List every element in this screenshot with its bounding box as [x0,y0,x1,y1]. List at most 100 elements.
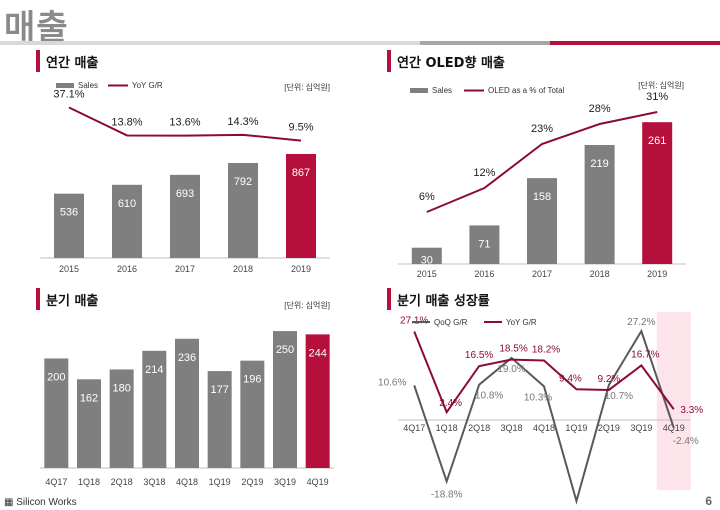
chart3-series-0-label-0: 10.6% [378,377,406,388]
chart2-category-0: 4Q17 [45,477,67,487]
chart2-bar-2 [109,369,134,468]
chart0-category-4: 2019 [291,264,311,274]
chart2-bar-label-0: 200 [47,371,65,383]
chart2-category-1: 1Q18 [78,477,100,487]
chart0-bar-label-2: 693 [176,188,194,200]
chart3-series-1-label-5: 9.4% [559,373,582,384]
chart3-category-8: 4Q19 [663,423,685,433]
chart3-category-2: 2Q18 [468,423,490,433]
chart2-bar-0 [44,358,69,468]
chart1-legend-line-label: OLED as a % of Total [488,86,565,95]
chart1-line-label-2: 23% [531,123,553,135]
chart1-line-label-4: 31% [646,91,668,103]
chart1-line-label-0: 6% [419,191,435,203]
chart3-series-1-label-7: 16.7% [631,349,659,360]
chart3-series-0-label-7: 27.2% [627,317,655,328]
chart3-series-1-label-0: 27.1% [400,315,428,326]
chart3-category-6: 2Q19 [598,423,620,433]
chart3-category-7: 3Q19 [630,423,652,433]
chart0-line-label-0: 37.1% [53,88,84,100]
logo-icon: ▦ [4,497,14,508]
chart2-bar-3 [142,350,167,468]
chart2-bar-label-6: 196 [243,374,261,386]
chart2-unit: [단위: 십억원] [284,300,330,310]
chart2-bar-8 [305,334,330,468]
chart2-bar-label-5: 177 [210,384,228,396]
chart1-bar-label-1: 71 [478,238,490,250]
chart1-line [426,111,658,213]
chart0-legend-bar-label: Sales [78,81,98,90]
chart0-bar-0 [54,193,84,258]
chart2-bar-label-2: 180 [112,382,130,394]
chart1-category-2: 2017 [532,269,552,279]
chart1-legend-bar-swatch [410,88,428,93]
chart3-series-1-label-4: 18.2% [532,345,560,356]
chart1-line-label-1: 12% [473,167,495,179]
chart3-series-1-label-6: 9.2% [597,374,620,385]
chart3-series-0-label-6: 10.7% [605,391,633,402]
chart0-bar-4 [286,153,316,258]
chart0-legend-bar-swatch [56,83,74,88]
chart0-line [68,106,302,142]
chart1-bar-3 [584,144,615,264]
chart1-bar-0 [411,247,442,264]
footer-logo: ▦ Silicon Works [4,497,77,508]
chart2-bar-7 [273,331,297,468]
chart2-bar-label-1: 162 [80,392,98,404]
chart3-legend-yoy-label: YoY G/R [506,318,537,327]
chart1-legend-bar-label: Sales [432,86,452,95]
chart0-line-label-2: 13.6% [169,117,200,129]
chart0-bar-label-1: 610 [118,198,136,210]
panel2-title: 연간 OLED향 매출 [397,56,505,71]
chart0-bar-1 [112,184,142,258]
panel1-accent [36,50,40,72]
chart2-bar-1 [77,379,101,468]
chart2-bar-4 [175,338,199,468]
chart1-bar-4 [642,122,673,264]
chart1-bar-label-0: 30 [421,255,433,267]
chart3-series-0-line [413,328,675,505]
panel4-title: 분기 매출 성장률 [397,294,490,309]
title-bar-accent [550,41,720,45]
title-bar-mid [420,41,550,45]
chart3-series-1-label-3: 18.5% [499,344,527,355]
chart0-line-label-3: 14.3% [227,116,258,128]
chart1-bar-2 [527,178,557,264]
chart2-category-2: 2Q18 [111,477,133,487]
chart0-category-1: 2016 [117,264,137,274]
chart3-category-4: 4Q18 [533,423,555,433]
chart1-line-label-3: 28% [589,103,611,115]
chart2-bar-label-4: 236 [178,352,196,364]
chart0-category-0: 2015 [59,264,79,274]
chart1-bar-label-4: 261 [648,135,666,147]
chart2-category-5: 1Q19 [209,477,231,487]
page-number: 6 [705,494,712,508]
footer-logo-text: Silicon Works [16,497,77,508]
chart1-category-0: 2015 [417,269,437,279]
title-bar-gray [0,41,420,45]
chart0-bar-3 [228,162,258,258]
chart3-highlight-band [656,312,691,490]
chart3-series-0-label-4: 10.3% [524,392,552,403]
chart2-category-3: 3Q18 [143,477,165,487]
panel3-accent [36,288,40,310]
chart1-bar-1 [469,225,500,264]
chart1-category-4: 2019 [647,269,667,279]
chart3-series-1-line [413,331,675,415]
chart0-bar-2 [170,174,200,258]
chart0-category-3: 2018 [233,264,253,274]
chart2-category-7: 3Q19 [274,477,296,487]
chart0-bar-label-0: 536 [60,207,78,219]
chart2-category-8: 4Q19 [307,477,329,487]
chart0-category-2: 2017 [175,264,195,274]
chart0-legend-line-label: YoY G/R [132,81,163,90]
panel3-title: 분기 매출 [46,294,99,309]
chart0-bar-label-3: 792 [234,176,252,188]
panel2-accent [387,50,391,72]
chart2-bar-label-7: 250 [276,344,294,356]
chart1-bar-label-3: 219 [590,158,608,170]
chart1-unit: [단위: 십억원] [638,80,684,90]
chart2-bar-5 [207,371,232,468]
chart2-category-4: 4Q18 [176,477,198,487]
chart1-bar-label-2: 158 [533,191,551,203]
